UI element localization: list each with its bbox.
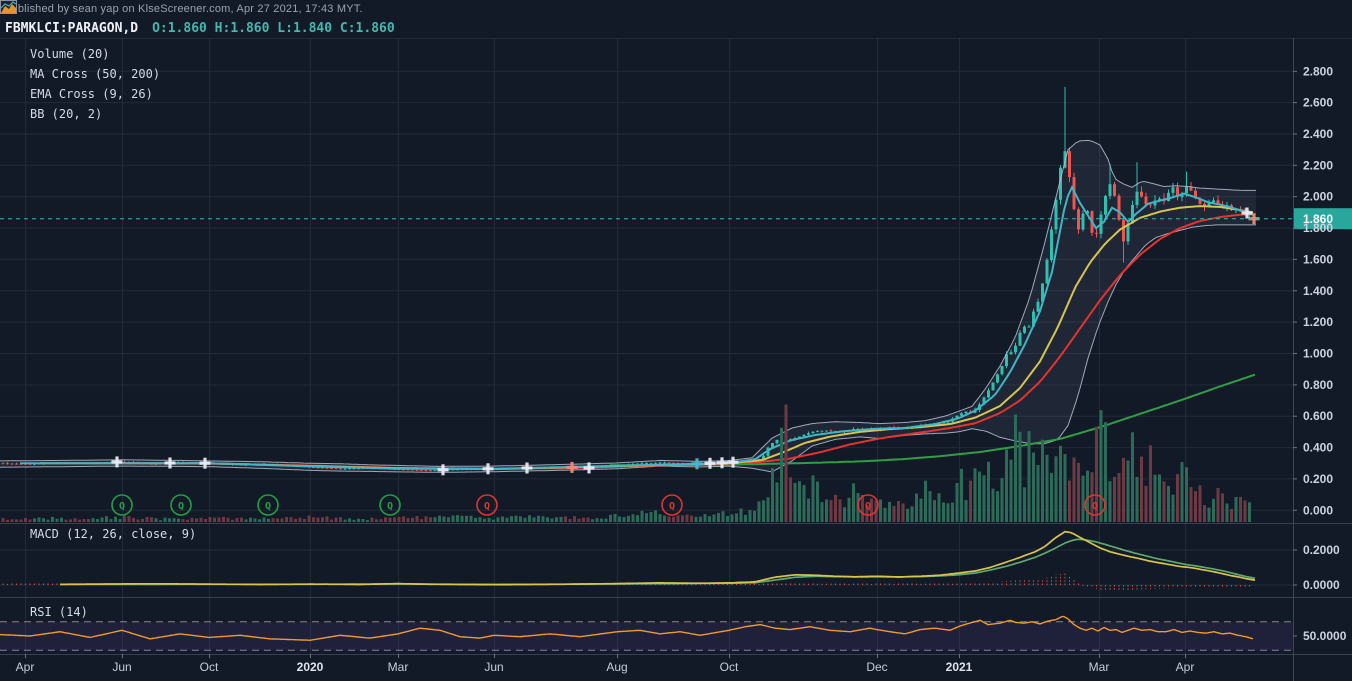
price-axis-label: 2.000	[1303, 190, 1333, 204]
price-axis-label: 1.400	[1303, 284, 1333, 298]
price-axis-label: 0.400	[1303, 441, 1333, 455]
q-marker-red[interactable]: Q	[857, 494, 879, 516]
plot-area[interactable]	[0, 38, 1293, 654]
macd-axis-label: 0.2000	[1303, 543, 1340, 557]
chart-thumbnail-icon	[0, 0, 17, 14]
symbol-title: FBMKLCI:PARAGON,D	[5, 20, 139, 36]
bb-upper-line	[0, 139, 1256, 467]
price-axis-label: 0.800	[1303, 378, 1333, 392]
price-axis-label: 1.600	[1303, 252, 1333, 266]
price-axis-labels: 2.800 2.600 2.400 2.200 2.000 1.800 1.600 1.400…	[1293, 64, 1347, 643]
time-axis-label: Aug	[606, 660, 627, 674]
grid-layer	[0, 38, 1293, 654]
time-axis-label: Oct	[200, 660, 219, 674]
q-marker-red[interactable]: Q	[661, 494, 683, 516]
price-axis-label: 1.200	[1303, 315, 1333, 329]
last-price-label: 1.860	[1303, 212, 1333, 226]
time-axis-label: 2020	[297, 660, 324, 674]
legend-volume[interactable]: Volume (20)	[30, 47, 110, 61]
volume-layer	[1, 404, 1251, 522]
rsi-pane-label[interactable]: RSI (14)	[30, 605, 88, 619]
price-axis-label: 0.600	[1303, 409, 1333, 423]
price-axis-label: 1.000	[1303, 347, 1333, 361]
macd-pane	[60, 530, 1256, 586]
svg-text:Q: Q	[484, 501, 490, 512]
svg-text:Q: Q	[387, 501, 393, 512]
legend-ma-cross[interactable]: MA Cross (50, 200)	[30, 67, 161, 81]
price-axis-label: 2.800	[1303, 64, 1333, 78]
svg-text:Q: Q	[178, 501, 184, 512]
q-marker-green[interactable]: Q	[257, 494, 279, 516]
indicator-legend: Volume (20) MA Cross (50, 200) EMA Cross…	[30, 44, 160, 124]
last-price: 1.860	[0, 208, 1352, 230]
time-axis-label: Jun	[112, 660, 131, 674]
time-axis-area[interactable]	[0, 654, 1352, 681]
pane-borders	[0, 38, 1352, 681]
time-axis-label: Jun	[484, 660, 503, 674]
time-axis-label: Dec	[866, 660, 887, 674]
svg-text:Q: Q	[1092, 501, 1098, 512]
time-axis-label: 2021	[946, 660, 973, 674]
rsi-axis-label: 50.0000	[1303, 629, 1347, 643]
price-axis-label: 2.200	[1303, 158, 1333, 172]
rsi-line	[0, 615, 1254, 642]
svg-text:Q: Q	[865, 501, 871, 512]
rsi-pane	[0, 615, 1254, 642]
price-axis-label: 2.400	[1303, 127, 1333, 141]
svg-text:Q: Q	[669, 501, 675, 512]
macd-pane-label[interactable]: MACD (12, 26, close, 9)	[30, 527, 197, 541]
symbol-bar: FBMKLCI:PARAGON,D O:1.860 H:1.860 L:1.84…	[5, 19, 395, 37]
last-price-tag	[1294, 208, 1352, 230]
svg-text:Q: Q	[265, 501, 271, 512]
legend-ema-cross[interactable]: EMA Cross (9, 26)	[30, 87, 153, 101]
price-axis-label: 2.600	[1303, 96, 1333, 110]
q-marker-red[interactable]: Q	[476, 494, 498, 516]
time-axis-labels: Apr Jun Oct 2020 Mar Jun Aug Oct Dec 2021 Mar Apr	[16, 654, 1195, 674]
q-marker-green[interactable]: Q	[111, 494, 133, 516]
bb-lower-line	[0, 224, 1256, 473]
time-axis-label: Apr	[16, 660, 35, 674]
price-axis-label: 0.000	[1303, 503, 1333, 517]
macd-line	[60, 530, 1256, 586]
q-marker-green[interactable]: Q	[379, 494, 401, 516]
macd-axis-label: 0.0000	[1303, 578, 1340, 592]
ohlc-values: O:1.860 H:1.860 L:1.840 C:1.860	[152, 20, 395, 36]
time-axis-label: Mar	[1089, 660, 1110, 674]
cross-markers	[111, 207, 1260, 476]
time-axis-label: Oct	[720, 660, 739, 674]
price-axis-label: 0.200	[1303, 472, 1333, 486]
legend-bb[interactable]: BB (20, 2)	[30, 107, 103, 121]
publish-text: Published by sean yap on KlseScreener.co…	[4, 3, 363, 15]
svg-text:Q: Q	[119, 501, 125, 512]
q-marker-green[interactable]: Q	[170, 494, 192, 516]
ema9-line	[20, 185, 1254, 470]
time-axis-label: Mar	[388, 660, 409, 674]
price-pane	[0, 86, 1256, 473]
publish-bar: Published by sean yap on KlseScreener.co…	[0, 0, 1352, 18]
q-marker-red[interactable]: Q	[1084, 494, 1106, 516]
time-axis-label: Apr	[1176, 660, 1195, 674]
price-axis-area[interactable]	[1293, 38, 1352, 654]
price-axis-label: 1.800	[1303, 221, 1333, 235]
